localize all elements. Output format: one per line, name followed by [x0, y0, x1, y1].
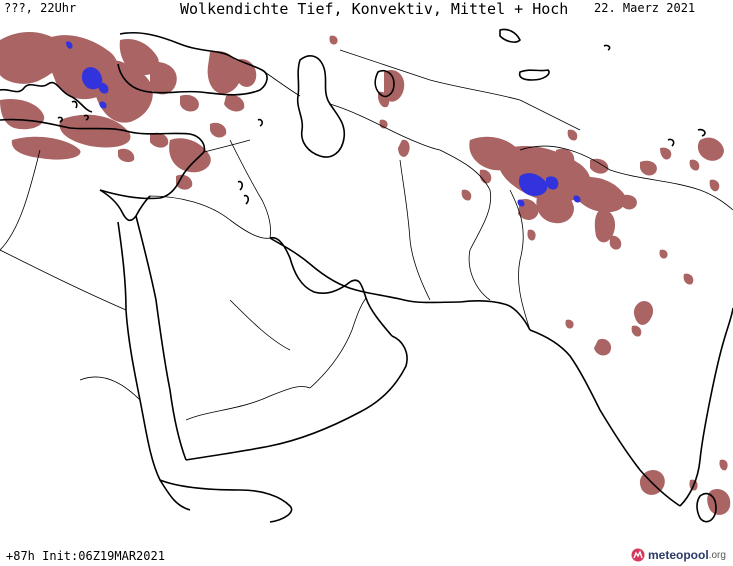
logo-mark-icon [631, 548, 645, 562]
border-egypt-sudan [0, 249, 127, 311]
map-title: Wolkendichte Tief, Konvektiv, Mittel + H… [180, 0, 569, 18]
coastline-layer [0, 28, 733, 523]
coast-persian-gulf-north [269, 237, 461, 304]
coast-arabia-south [185, 335, 408, 461]
border-saudi-north [149, 195, 271, 239]
cloud-area-central-asia [329, 35, 410, 157]
coast-small-lakes [237, 118, 263, 205]
coast-black-sea [117, 31, 268, 96]
border-caucasus [261, 69, 301, 97]
border-egypt-libya [0, 149, 41, 251]
border-sudan-ethiopia [79, 376, 141, 401]
border-india-china [519, 145, 733, 211]
coast-horn [159, 479, 293, 523]
border-kazakh-south [339, 49, 521, 101]
map-date: 22. Maerz 2021 [594, 1, 696, 15]
border-iraq-iran [229, 139, 271, 239]
border-turkmen-uzbek [329, 103, 441, 151]
coast-greece [0, 81, 93, 113]
border-kazakh-china [519, 99, 581, 131]
coast-turkey [0, 118, 206, 153]
coast-issyk-kul [499, 28, 521, 43]
country-borders-layer [0, 49, 733, 421]
coast-sinai [99, 189, 151, 222]
coast-red-sea-west [117, 221, 191, 511]
run-label: ???, 22Uhr [4, 1, 77, 15]
coast-makran [459, 299, 531, 331]
border-saudi-oman [309, 297, 367, 389]
coast-balkhash [518, 69, 550, 81]
coast-oman [269, 236, 393, 337]
coast-tibet-lakes [603, 44, 706, 147]
logo-tld: .org [708, 549, 726, 561]
cloud-area-himalaya [461, 129, 724, 250]
coast-aral-sea [374, 69, 395, 98]
border-afghan-pak [439, 149, 492, 301]
border-iran-afghan [399, 159, 431, 301]
border-pak-india [509, 189, 531, 331]
coast-india-west [529, 329, 681, 507]
coast-aegean-islands [57, 100, 89, 123]
coast-sri-lanka [696, 492, 717, 523]
logo-name: meteopool [648, 548, 709, 562]
convective-cells [66, 41, 581, 207]
border-arabia-interior [229, 299, 291, 351]
coast-red-sea-east [135, 215, 187, 461]
meteopool-logo[interactable]: meteopool .org [631, 546, 726, 564]
border-turkey-syria [203, 139, 251, 153]
coast-levant [99, 151, 205, 200]
coast-caspian [296, 55, 346, 158]
coast-india-east [679, 307, 733, 507]
run-info: +87h Init:06Z19MAR2021 [6, 549, 165, 563]
cloud-area-balkans [0, 31, 257, 190]
cloud-cover-layer [0, 31, 731, 515]
border-saudi-yemen [185, 386, 311, 421]
weather-map [0, 28, 733, 523]
cloud-area-india [565, 249, 731, 515]
